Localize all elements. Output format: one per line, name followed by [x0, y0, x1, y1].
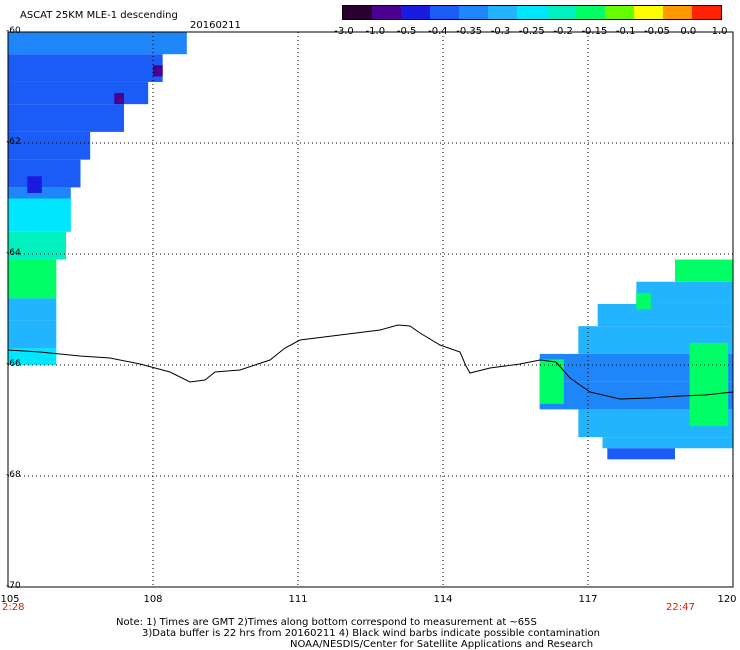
data-cell: [8, 81, 149, 105]
colorbar-segment: [401, 6, 431, 19]
longitude-label: 120: [717, 594, 737, 605]
coastline: [7, 324, 734, 400]
colorbar-tick-label: -0.2: [553, 26, 573, 37]
colorbar-segment: [575, 6, 605, 19]
data-cell: [153, 65, 163, 77]
colorbar-tick-label: -0.15: [581, 26, 608, 37]
latitude-label: -62: [6, 137, 21, 147]
data-cell: [8, 259, 57, 299]
data-cell: [8, 54, 163, 82]
data-cell: [636, 292, 651, 310]
colorbar-tick-label: -0.3: [490, 26, 511, 37]
start-time: 2:28: [2, 602, 25, 613]
colorbar-segment: [546, 6, 576, 19]
colorbar-tick-label: -3.0: [334, 26, 354, 37]
colorbar-segment: [372, 6, 402, 19]
data-cell: [689, 342, 729, 427]
colorbar-segment: [488, 6, 518, 19]
longitude-label: 114: [433, 594, 453, 605]
longitude-label: 108: [143, 594, 163, 605]
colorbar-segment: [343, 6, 373, 19]
colorbar-tick-label: -0.35: [456, 26, 483, 37]
data-cell: [8, 104, 124, 132]
colorbar-tick-label: 0.0: [680, 26, 697, 37]
colorbar-tick-label: -1.0: [365, 26, 386, 37]
colorbar-segment: [691, 6, 722, 19]
colorbar-tick-label: -0.25: [518, 26, 545, 37]
data-cell: [636, 281, 733, 304]
data-cell: [675, 259, 733, 282]
longitude-label: 117: [578, 594, 598, 605]
colorbar-segment: [662, 6, 692, 19]
data-cell: [8, 198, 71, 232]
note-line-2: 3)Data buffer is 22 hrs from 20160211 4)…: [142, 628, 600, 639]
data-cell: [607, 448, 675, 460]
note-line-3: NOAA/NESDIS/Center for Satellite Applica…: [290, 639, 594, 650]
colorbar-segment: [604, 6, 634, 19]
data-cell: [8, 298, 57, 321]
note-line-1: Note: 1) Times are GMT 2)Times along bot…: [116, 617, 537, 628]
data-cell: [597, 303, 733, 327]
data-cell: [602, 437, 733, 449]
colorbar-segment: [459, 6, 489, 19]
map-frame: [7, 31, 734, 588]
colorbar-tick-label: 1.0: [711, 26, 728, 37]
latitude-label: -60: [6, 26, 21, 36]
colorbar-segment: [517, 6, 547, 19]
colorbar-tick-label: -0.05: [644, 26, 670, 37]
data-cell: [114, 93, 124, 105]
end-time: 22:47: [666, 602, 695, 613]
data-cell: [8, 231, 66, 260]
latitude-label: -68: [6, 470, 21, 480]
latitude-label: -64: [6, 248, 21, 258]
data-cell: [8, 32, 187, 55]
colorbar-tick-label: -0.1: [615, 26, 636, 37]
data-cell: [8, 159, 81, 188]
colorbar-tick-label: -0.4: [428, 26, 448, 37]
longitude-label: 111: [288, 594, 308, 605]
longitude-label: 105: [0, 594, 20, 605]
map-date: 20160211: [190, 20, 241, 31]
latitude-label: -70: [6, 581, 21, 591]
data-cell: [27, 176, 42, 193]
colorbar-segment: [633, 6, 663, 19]
colorbar-tick-label: -0.5: [396, 26, 417, 37]
data-cell: [8, 320, 57, 349]
colorbar: [342, 5, 722, 20]
colorbar-segment: [430, 6, 460, 19]
data-cell: [8, 131, 91, 160]
latitude-label: -66: [6, 359, 21, 369]
map-title: ASCAT 25KM MLE-1 descending: [20, 10, 178, 21]
